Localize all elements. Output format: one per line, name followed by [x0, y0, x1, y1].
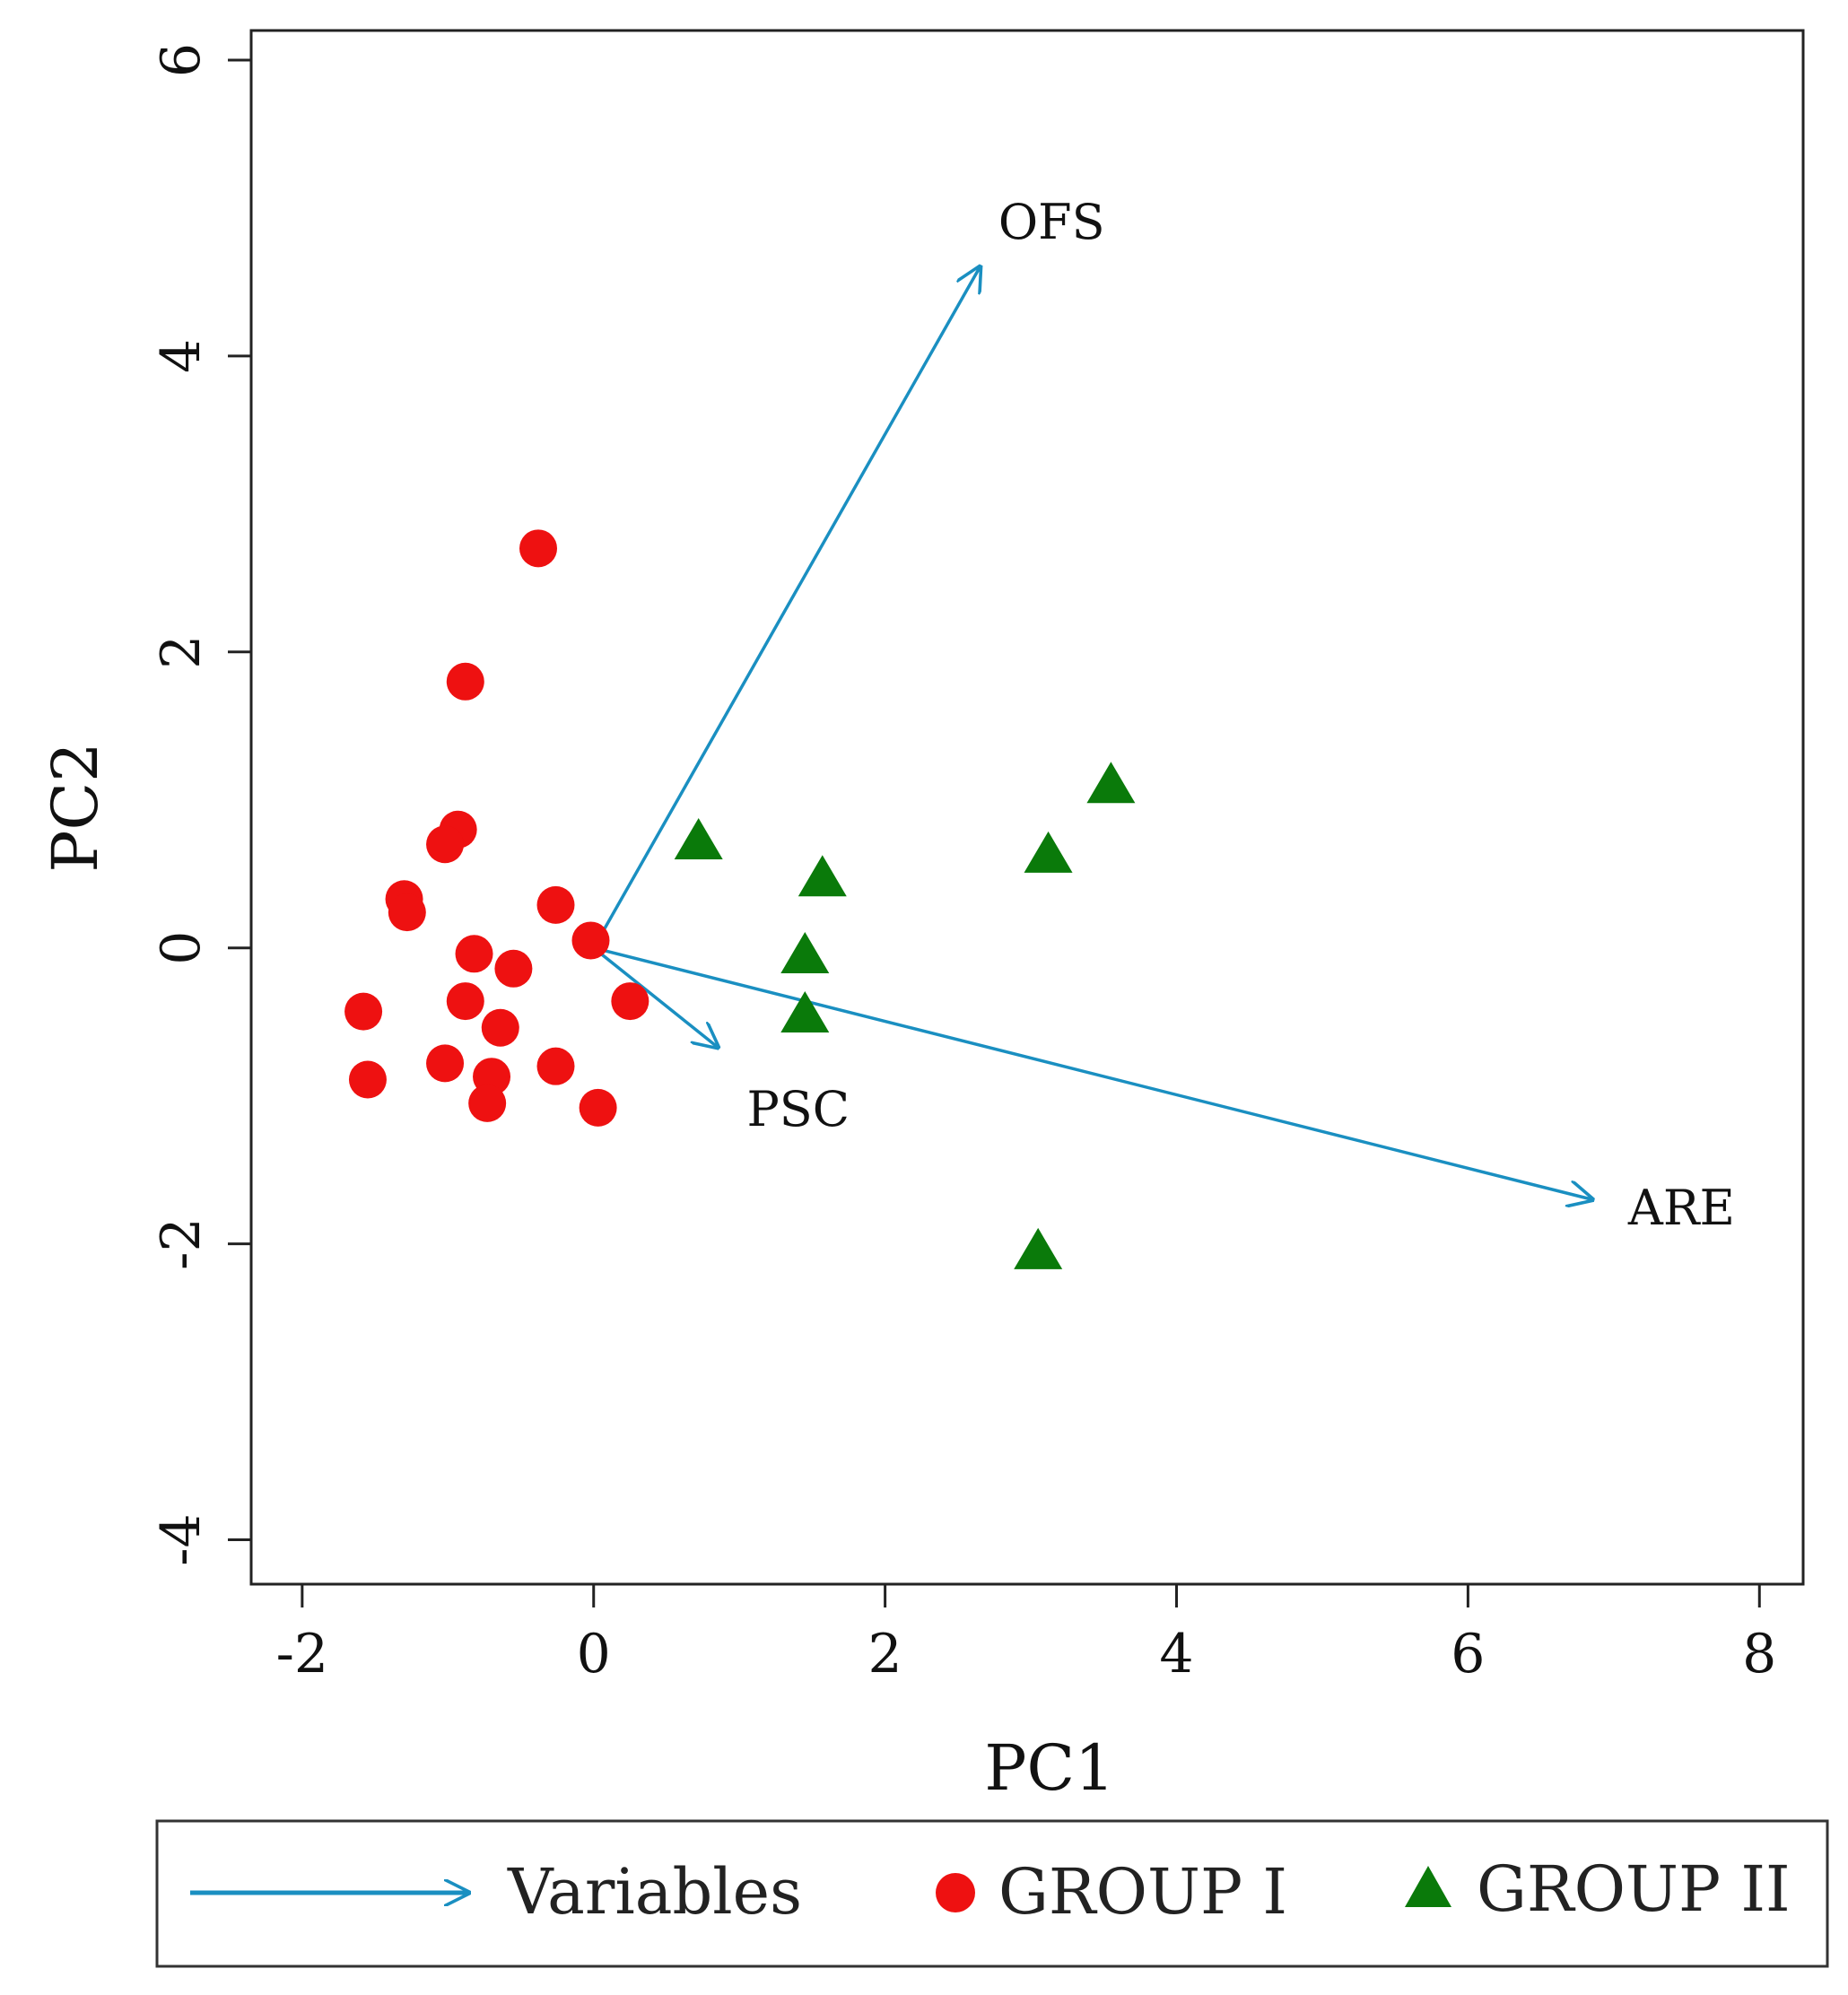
group-i-point — [519, 529, 558, 568]
vector-psc — [592, 946, 718, 1048]
x-tick-label: 2 — [868, 1623, 902, 1686]
group-i-point — [494, 949, 533, 988]
vector-label-are: ARE — [1627, 1180, 1735, 1236]
group-ii-point — [1086, 762, 1136, 804]
group-i-point — [536, 885, 575, 924]
vector-are — [593, 946, 1592, 1199]
group-i-point — [426, 1044, 465, 1083]
vector-ofs — [592, 267, 980, 949]
group-ii-point — [780, 990, 830, 1032]
y-tick-label: -4 — [150, 1513, 213, 1565]
legend-group-ii-label: GROUP II — [1477, 1852, 1791, 1926]
group-i-point — [481, 1008, 519, 1047]
plot-area-frame — [249, 29, 1805, 1586]
y-axis: -4 -2 0 2 4 6 — [150, 43, 251, 1566]
group-i-point — [348, 1060, 387, 1099]
x-tick-label: -2 — [276, 1623, 328, 1686]
group-ii-point — [1014, 1227, 1063, 1269]
x-tick-label: 8 — [1742, 1623, 1776, 1686]
group-ii-point — [674, 817, 723, 859]
group-i-point — [344, 992, 383, 1031]
variable-vectors: OFS PSC ARE — [592, 194, 1735, 1236]
group-i-point — [571, 921, 610, 960]
group-ii-point — [798, 855, 847, 897]
group-i-point — [611, 982, 649, 1021]
legend-group-i-marker — [936, 1873, 975, 1912]
group-i-point — [446, 982, 484, 1021]
group-i-point — [388, 893, 426, 932]
legend: Variables GROUP I GROUP II — [155, 1819, 1829, 1968]
legend-variables-label: Variables — [507, 1855, 802, 1929]
y-tick-label: 0 — [150, 931, 213, 965]
x-tick-label: 6 — [1451, 1623, 1485, 1686]
group-i-point — [455, 935, 493, 973]
group-ii-point — [1024, 831, 1073, 873]
y-axis-title: PC2 — [39, 742, 112, 872]
group-ii-point — [780, 932, 830, 974]
y-tick-label: 2 — [150, 635, 213, 669]
y-tick-label: -2 — [150, 1217, 213, 1269]
vector-label-psc: PSC — [746, 1081, 850, 1137]
y-tick-label: 4 — [150, 339, 213, 373]
x-axis: -2 0 2 4 6 8 — [276, 1584, 1776, 1686]
group-i-point — [468, 1084, 507, 1122]
legend-group-i-label: GROUP I — [998, 1855, 1287, 1929]
group-i-point — [446, 662, 484, 701]
x-axis-title: PC1 — [984, 1731, 1114, 1805]
legend-group-ii-marker — [1405, 1866, 1451, 1907]
y-tick-label: 6 — [150, 43, 213, 77]
vector-label-ofs: OFS — [998, 194, 1105, 250]
data-points — [344, 529, 1136, 1269]
group-i-point — [426, 825, 465, 864]
x-tick-label: 0 — [577, 1623, 611, 1686]
group-i-point — [536, 1047, 575, 1085]
group-i-point — [579, 1088, 617, 1127]
x-tick-label: 4 — [1159, 1623, 1193, 1686]
